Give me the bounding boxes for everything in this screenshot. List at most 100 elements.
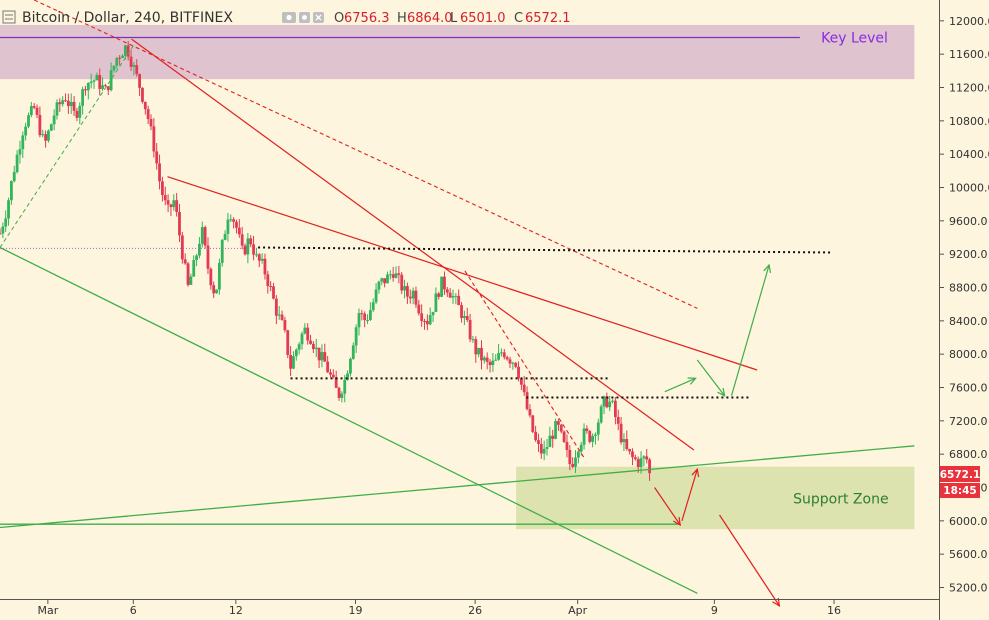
green-arrow-up-long[interactable]: [730, 263, 772, 396]
candle: [61, 96, 65, 107]
candle: [611, 399, 614, 404]
descending-red-dashed-lower[interactable]: [464, 270, 585, 459]
candle: [209, 267, 213, 290]
candle: [294, 348, 298, 361]
red-arrow-up[interactable]: [681, 467, 700, 522]
candle: [608, 395, 612, 412]
candle: [1, 222, 5, 239]
candle: [169, 203, 173, 216]
y-tick-label: 10400.0: [949, 148, 989, 161]
candles-layer: [0, 41, 651, 481]
descending-red-dashed-upper[interactable]: [33, 0, 698, 309]
candle: [414, 286, 418, 309]
candle: [406, 282, 409, 304]
ascending-green[interactable]: [0, 445, 915, 529]
candle: [115, 57, 119, 70]
candle: [266, 270, 270, 294]
candle: [141, 87, 144, 104]
candle: [66, 93, 70, 114]
ascending-green-dashed[interactable]: [0, 45, 134, 248]
close-icon[interactable]: [313, 12, 324, 23]
candle: [12, 165, 16, 183]
descending-green[interactable]: [0, 246, 698, 594]
red-arrow-long-down[interactable]: [719, 514, 781, 607]
candle: [380, 277, 384, 286]
candle: [451, 289, 455, 304]
candle: [223, 230, 227, 241]
y-tick-label: 5600.0: [949, 548, 988, 561]
ohlc-low-value: 6501.0: [460, 11, 506, 26]
y-tick-label: 8800.0: [949, 282, 988, 295]
candle: [269, 281, 273, 292]
candle: [135, 59, 139, 77]
candle: [497, 343, 500, 361]
ohlc-close-label: C: [514, 11, 523, 26]
eye-icon[interactable]: [282, 12, 296, 23]
candle: [622, 433, 626, 452]
support-zone: [516, 466, 915, 530]
ohlc-open-value: 6756.3: [344, 11, 390, 26]
red-arrow-down[interactable]: [654, 487, 681, 527]
candle: [200, 221, 204, 248]
candle: [542, 440, 546, 461]
settings-icon[interactable]: [299, 12, 310, 23]
candle: [354, 324, 358, 353]
candle: [317, 347, 321, 369]
green-arrow-up-small[interactable]: [664, 377, 697, 393]
candle: [616, 409, 620, 431]
candle: [397, 266, 401, 284]
candle: [311, 341, 315, 354]
candle: [437, 291, 441, 300]
price-axis[interactable]: 12000.0 11600.0 11200.0 10800.0 10400.0 10000…: [939, 0, 989, 620]
candle: [454, 293, 458, 305]
candle: [58, 98, 62, 112]
candle: [557, 418, 560, 431]
y-tick-label: 5200.0: [949, 582, 988, 595]
candle: [160, 176, 164, 202]
candle: [445, 287, 449, 297]
candle: [480, 340, 483, 370]
candle: [166, 194, 170, 213]
candle: [69, 93, 73, 114]
candle: [35, 104, 39, 119]
candle: [585, 425, 589, 434]
green-arrow-down-small[interactable]: [696, 359, 726, 397]
descending-red-long[interactable]: [131, 38, 695, 451]
candle: [346, 370, 349, 381]
chart-title: Bitcoin / Dollar, 240, BITFINEX: [22, 10, 233, 26]
candle: [112, 65, 116, 73]
x-tick-label: 12: [229, 604, 243, 617]
y-tick-label: 6800.0: [949, 448, 988, 461]
menu-icon[interactable]: [2, 10, 16, 24]
ohlc-low-label: L: [450, 11, 458, 26]
candle: [272, 282, 275, 300]
candle: [579, 441, 583, 456]
candle: [7, 197, 10, 226]
candle: [123, 44, 127, 60]
y-tick-label: 12000.0: [949, 15, 989, 28]
candle: [86, 82, 90, 100]
candle: [448, 288, 452, 298]
candle: [554, 418, 557, 440]
y-tick-label: 11600.0: [949, 48, 989, 61]
key-level-zone: [0, 25, 915, 80]
ohlc-open-label: O: [334, 11, 344, 26]
candle: [428, 307, 432, 326]
time-axis[interactable]: Mar 6 12 19 26 Apr 9 16: [0, 599, 940, 618]
candle: [482, 355, 486, 364]
x-tick-label: 9: [711, 604, 718, 617]
candle: [235, 219, 238, 234]
candle: [72, 96, 76, 116]
dotted-level-9200[interactable]: [258, 246, 833, 254]
candle: [357, 308, 361, 336]
candle: [283, 316, 287, 333]
candle: [21, 131, 25, 158]
candle: [625, 430, 629, 451]
candle: [545, 439, 549, 456]
candle: [195, 253, 198, 267]
descending-red-lower-channel[interactable]: [167, 176, 758, 371]
candle: [474, 336, 478, 363]
y-tick-label: 7200.0: [949, 415, 988, 428]
